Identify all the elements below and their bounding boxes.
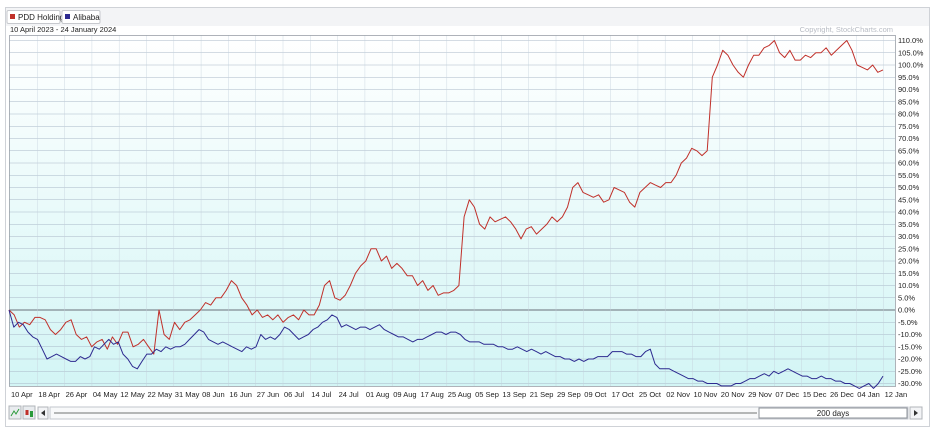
y-tick-label: 35.0% (898, 220, 920, 229)
y-tick-label: 110.0% (898, 36, 923, 45)
legend-label-alibaba: Alibaba (73, 13, 100, 22)
pdd-swatch-icon (10, 14, 15, 19)
arrow-left-icon (41, 410, 45, 416)
y-tick-label: -15.0% (898, 342, 922, 351)
y-tick-label: 75.0% (898, 122, 920, 131)
x-tick-label: 09 Oct (584, 390, 607, 399)
scroll-period-label: 200 days (817, 409, 849, 418)
x-tick-label: 12 May (120, 390, 145, 399)
series-line-pdd (8, 40, 884, 355)
x-tick-label: 13 Sep (502, 390, 526, 399)
y-tick-label: 105.0% (898, 48, 924, 57)
x-tick-label: 29 Nov (748, 390, 772, 399)
legend: PDD Holdings Alibaba (6, 10, 101, 24)
y-tick-label: 70.0% (898, 134, 920, 143)
x-tick-label: 22 May (148, 390, 173, 399)
x-tick-label: 10 Nov (694, 390, 718, 399)
gridlines (9, 35, 895, 386)
x-tick-label: 14 Jul (311, 390, 331, 399)
x-tick-label: 31 May (175, 390, 200, 399)
y-tick-label: -10.0% (898, 330, 922, 339)
x-tick-label: 17 Aug (421, 390, 444, 399)
series-line-alibaba (8, 309, 884, 389)
y-tick-label: 20.0% (898, 257, 920, 266)
legend-item-pdd[interactable]: PDD Holdings (6, 10, 68, 24)
y-tick-label: -25.0% (898, 367, 922, 376)
y-tick-label: 30.0% (898, 232, 920, 241)
x-tick-label: 24 Jul (339, 390, 359, 399)
y-tick-label: 15.0% (898, 269, 920, 278)
y-tick-label: -5.0% (898, 318, 918, 327)
arrow-right-icon (914, 410, 918, 416)
y-tick-label: 5.0% (898, 293, 915, 302)
x-tick-label: 25 Aug (448, 390, 471, 399)
y-tick-label: -20.0% (898, 355, 922, 364)
y-tick-label: 45.0% (898, 195, 920, 204)
x-tick-label: 04 Jan (857, 390, 880, 399)
x-tick-label: 08 Jun (202, 390, 225, 399)
y-tick-label: 50.0% (898, 183, 920, 192)
y-tick-label: -30.0% (898, 379, 922, 388)
x-tick-label: 09 Aug (393, 390, 416, 399)
scroll-thumb[interactable] (758, 407, 908, 419)
y-tick-label: 95.0% (898, 73, 920, 82)
y-tick-label: 55.0% (898, 171, 920, 180)
series-lines (8, 40, 884, 389)
x-axis-ticks: 10 Apr 18 Apr 26 Apr 04 May 12 May 22 May 31 M… (11, 390, 907, 399)
x-tick-label: 12 Jan (885, 390, 908, 399)
y-tick-label: 40.0% (898, 208, 920, 217)
plot-area (9, 35, 895, 386)
plot-border (9, 35, 896, 387)
x-tick-label: 26 Dec (830, 390, 854, 399)
legend-item-alibaba[interactable]: Alibaba (61, 10, 101, 24)
candle-green-icon (30, 411, 33, 417)
x-tick-label: 16 Jun (229, 390, 252, 399)
copyright: Copyright, StockCharts.com (800, 25, 893, 34)
line-chart-icon (10, 408, 20, 417)
y-tick-label: 85.0% (898, 97, 920, 106)
x-tick-label: 15 Dec (803, 390, 827, 399)
x-tick-label: 26 Apr (66, 390, 88, 399)
x-tick-label: 01 Aug (366, 390, 389, 399)
y-tick-label: 25.0% (898, 244, 920, 253)
y-tick-label: 65.0% (898, 146, 920, 155)
x-tick-label: 10 Apr (11, 390, 33, 399)
y-tick-label: 80.0% (898, 110, 920, 119)
y-tick-label: 100.0% (898, 61, 924, 70)
x-tick-label: 17 Oct (612, 390, 635, 399)
x-tick-label: 21 Sep (530, 390, 554, 399)
x-tick-label: 06 Jul (284, 390, 304, 399)
date-range: 10 April 2023 - 24 January 2024 (10, 25, 116, 34)
y-tick-label: 90.0% (898, 85, 920, 94)
y-tick-label: 0.0% (898, 306, 915, 315)
y-tick-label: 60.0% (898, 159, 920, 168)
x-tick-label: 05 Sep (475, 390, 499, 399)
y-axis-ticks: 110.0% 105.0% 100.0% 95.0% 90.0% 85.0% 80.0% 75… (898, 36, 924, 388)
legend-strip (6, 8, 929, 26)
x-tick-label: 18 Apr (38, 390, 60, 399)
candle-red-icon (25, 410, 29, 415)
x-tick-label: 25 Oct (639, 390, 662, 399)
candle-style-button[interactable] (22, 405, 36, 420)
alibaba-swatch-icon (65, 14, 70, 19)
x-tick-label: 07 Dec (775, 390, 799, 399)
x-tick-label: 20 Nov (721, 390, 745, 399)
legend-label-pdd: PDD Holdings (18, 13, 68, 22)
y-tick-label: 10.0% (898, 281, 920, 290)
x-tick-label: 29 Sep (557, 390, 581, 399)
bottom-toolbar: 200 days (8, 405, 923, 420)
x-tick-label: 02 Nov (666, 390, 690, 399)
x-tick-label: 04 May (93, 390, 118, 399)
x-tick-label: 27 Jun (257, 390, 280, 399)
